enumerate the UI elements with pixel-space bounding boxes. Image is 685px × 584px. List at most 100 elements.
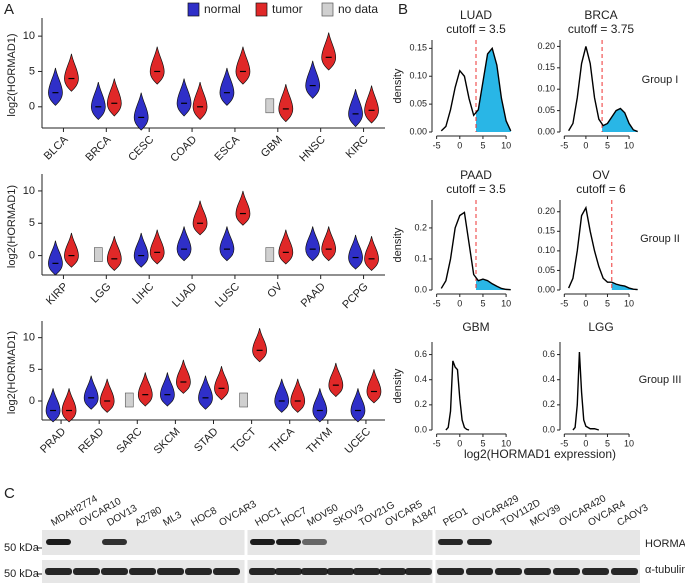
x-tick-label: -5: [560, 438, 568, 448]
violin: [278, 229, 294, 265]
x-tick-label: PCPG: [340, 281, 371, 312]
violin: [192, 81, 208, 121]
x-tick-label: SARC: [114, 426, 144, 456]
x-tick-label: 0: [457, 140, 462, 150]
violin: [366, 369, 382, 404]
x-tick-label: -5: [433, 298, 441, 308]
blot-strip: [42, 530, 640, 555]
violin: [235, 46, 251, 85]
y-tick-label: 0: [29, 250, 35, 262]
density-area: [602, 108, 638, 132]
violin: [106, 78, 122, 117]
violin: [348, 89, 363, 128]
violin: [348, 234, 363, 270]
blot-band: [553, 568, 580, 575]
y-tick-label: 0.6: [542, 349, 555, 359]
y-tick-label: 5: [29, 363, 35, 375]
x-tick-label: 5: [480, 438, 485, 448]
violin: [137, 372, 153, 407]
blot-band: [73, 568, 100, 575]
x-tick-label: 0: [583, 140, 588, 150]
x-tick-label: OV: [265, 280, 285, 300]
x-tick-label: -5: [433, 140, 441, 150]
x-tick-label: 0: [583, 438, 588, 448]
y-tick-label: 0.1: [414, 253, 427, 263]
blot-band: [495, 568, 522, 575]
x-tick-label: CESC: [126, 134, 156, 164]
lane-label: HOC1: [253, 505, 283, 529]
blot-band: [102, 539, 127, 545]
violin: [312, 388, 328, 423]
band-label: HORMAD1: [645, 538, 685, 550]
x-tick-label: 10: [501, 438, 511, 448]
blot-band: [46, 539, 71, 545]
x-tick-label: 5: [605, 140, 610, 150]
violin: [364, 236, 379, 271]
blot-band: [467, 539, 492, 545]
x-tick-label: -5: [433, 438, 441, 448]
violin: [149, 46, 165, 85]
violin: [99, 378, 115, 413]
density-line: [568, 46, 638, 133]
x-tick-label: 0: [457, 438, 462, 448]
density-area: [476, 48, 511, 132]
y-tick-label: 10: [23, 332, 35, 344]
y-axis-label: log2(HORMAD1): [6, 185, 18, 268]
y-tick-label: 5: [29, 217, 35, 229]
blot-band: [405, 568, 432, 575]
blot-band: [466, 568, 493, 575]
x-tick-label: -5: [560, 298, 568, 308]
y-tick-label: 0.20: [537, 41, 555, 51]
blot-band: [582, 568, 609, 575]
violin: [149, 229, 165, 265]
violin: [321, 226, 337, 262]
violin: [176, 226, 192, 262]
x-tick-label: 0: [583, 298, 588, 308]
y-axis-label: log2(HORMAD1): [6, 331, 18, 414]
chart-title: LUAD: [460, 8, 492, 22]
y-tick-label: 0.4: [542, 374, 555, 384]
x-tick-label: COAD: [168, 134, 199, 165]
blot-band: [301, 568, 328, 575]
marker-label: 50 kDa: [4, 568, 40, 580]
blot-band: [276, 539, 301, 545]
blot-band: [157, 568, 184, 575]
x-tick-label: STAD: [192, 426, 221, 455]
no-data-box: [94, 247, 103, 262]
y-axis-label: log2(HORMAD1): [6, 33, 18, 116]
legend-label: no data: [338, 2, 378, 16]
y-axis-label: density: [392, 68, 404, 103]
violin: [305, 60, 321, 99]
violin: [274, 378, 290, 413]
violin: [176, 78, 192, 117]
x-tick-label: PAAD: [299, 281, 328, 310]
violin: [219, 226, 235, 262]
y-tick-label: 5: [29, 65, 35, 77]
y-tick-label: 0.0: [414, 284, 427, 294]
x-tick-label: BRCA: [83, 133, 114, 164]
blot-band: [250, 539, 275, 545]
no-data-box: [265, 98, 275, 114]
y-axis-label: density: [392, 368, 404, 403]
y-tick-label: 0.15: [537, 62, 555, 72]
x-tick-label: LUSC: [213, 281, 242, 310]
violin: [305, 226, 321, 262]
violin: [133, 92, 149, 131]
density-line: [445, 360, 470, 431]
x-tick-label: PRAD: [38, 426, 68, 456]
x-tick-label: SKCM: [152, 426, 183, 457]
y-tick-label: 0: [29, 395, 35, 407]
chart-subtitle: cutoff = 3.75: [568, 22, 634, 36]
violin: [350, 388, 366, 423]
chart-subtitle: cutoff = 3.5: [446, 22, 506, 36]
density-line: [572, 352, 600, 431]
violin: [192, 200, 208, 236]
legend-swatch: [255, 2, 268, 17]
x-tick-label: LIHC: [130, 281, 156, 307]
x-tick-label: 5: [480, 298, 485, 308]
violin: [278, 84, 294, 123]
y-tick-label: 0.10: [537, 245, 555, 255]
chart-subtitle: cutoff = 3.5: [446, 182, 506, 196]
blot-band: [249, 568, 276, 575]
